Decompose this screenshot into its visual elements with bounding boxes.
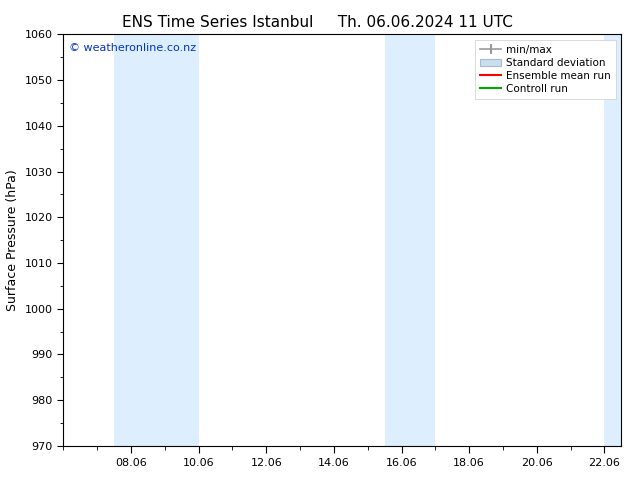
Bar — [385, 34, 436, 446]
Legend: min/max, Standard deviation, Ensemble mean run, Controll run: min/max, Standard deviation, Ensemble me… — [475, 40, 616, 99]
Bar — [114, 34, 198, 446]
Text: © weatheronline.co.nz: © weatheronline.co.nz — [69, 43, 196, 52]
Y-axis label: Surface Pressure (hPa): Surface Pressure (hPa) — [6, 169, 19, 311]
Bar — [604, 34, 621, 446]
Text: ENS Time Series Istanbul     Th. 06.06.2024 11 UTC: ENS Time Series Istanbul Th. 06.06.2024 … — [122, 15, 512, 30]
